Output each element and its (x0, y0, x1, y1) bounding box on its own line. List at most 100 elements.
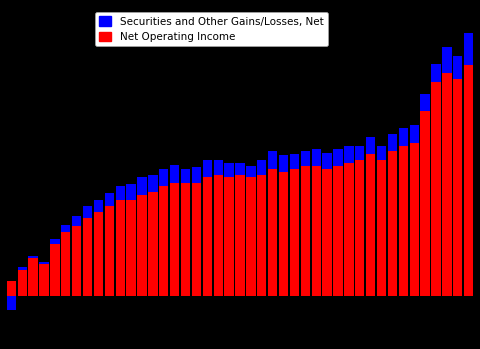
Bar (225, 163, 234, 296)
Bar (137, 195, 146, 296)
Bar (203, 160, 212, 177)
Bar (344, 163, 353, 296)
Bar (39, 262, 48, 264)
Bar (18, 270, 27, 296)
Bar (203, 177, 212, 296)
Bar (420, 94, 430, 111)
Bar (235, 163, 245, 174)
Bar (116, 186, 125, 200)
Bar (366, 154, 375, 296)
Bar (279, 172, 288, 296)
Bar (399, 128, 408, 146)
Bar (105, 206, 114, 296)
Bar (137, 177, 146, 195)
Bar (203, 177, 212, 296)
Bar (137, 195, 146, 296)
Bar (355, 160, 364, 296)
Bar (181, 169, 190, 296)
Bar (28, 258, 38, 296)
Bar (39, 264, 48, 296)
Bar (214, 174, 223, 296)
Bar (246, 177, 255, 296)
Bar (170, 183, 180, 296)
Bar (116, 186, 125, 296)
Bar (94, 200, 103, 212)
Bar (323, 153, 332, 169)
Bar (366, 137, 375, 296)
Bar (83, 206, 92, 296)
Bar (7, 281, 16, 296)
Bar (225, 163, 234, 177)
Bar (181, 183, 190, 296)
Bar (323, 153, 332, 296)
Bar (214, 174, 223, 296)
Bar (464, 65, 473, 296)
Legend: Securities and Other Gains/Losses, Net, Net Operating Income: Securities and Other Gains/Losses, Net, … (95, 12, 327, 46)
Bar (170, 165, 180, 183)
Bar (420, 111, 430, 296)
Bar (148, 174, 157, 192)
Bar (257, 174, 266, 296)
Bar (159, 186, 168, 296)
Bar (323, 169, 332, 296)
Bar (453, 56, 462, 296)
Bar (464, 33, 473, 296)
Bar (290, 154, 299, 169)
Bar (464, 65, 473, 296)
Bar (94, 200, 103, 296)
Bar (83, 206, 92, 218)
Bar (432, 64, 441, 82)
Bar (18, 270, 27, 296)
Bar (116, 200, 125, 296)
Bar (453, 56, 462, 79)
Bar (409, 143, 419, 296)
Bar (127, 200, 136, 296)
Bar (214, 160, 223, 296)
Bar (127, 184, 136, 200)
Bar (94, 212, 103, 296)
Bar (61, 225, 71, 296)
Bar (388, 134, 397, 151)
Bar (50, 244, 60, 296)
Bar (159, 169, 168, 296)
Bar (312, 166, 321, 296)
Bar (72, 227, 81, 296)
Bar (203, 160, 212, 296)
Bar (334, 149, 343, 296)
Bar (300, 151, 310, 296)
Bar (268, 169, 277, 296)
Bar (399, 146, 408, 296)
Bar (366, 154, 375, 296)
Bar (50, 239, 60, 244)
Bar (300, 166, 310, 296)
Bar (300, 151, 310, 166)
Bar (290, 169, 299, 296)
Bar (453, 79, 462, 296)
Bar (83, 218, 92, 296)
Bar (61, 232, 71, 296)
Bar (28, 256, 38, 296)
Bar (61, 225, 71, 232)
Bar (334, 166, 343, 296)
Bar (268, 151, 277, 296)
Bar (432, 64, 441, 296)
Bar (7, 281, 16, 296)
Bar (181, 169, 190, 183)
Bar (257, 160, 266, 174)
Bar (312, 149, 321, 166)
Bar (192, 183, 201, 296)
Bar (246, 177, 255, 296)
Bar (377, 146, 386, 160)
Bar (355, 146, 364, 296)
Bar (432, 82, 441, 296)
Bar (355, 160, 364, 296)
Bar (235, 174, 245, 296)
Bar (344, 163, 353, 296)
Bar (192, 183, 201, 296)
Bar (225, 177, 234, 296)
Bar (170, 165, 180, 296)
Bar (94, 212, 103, 296)
Bar (257, 160, 266, 296)
Bar (344, 146, 353, 163)
Bar (148, 192, 157, 296)
